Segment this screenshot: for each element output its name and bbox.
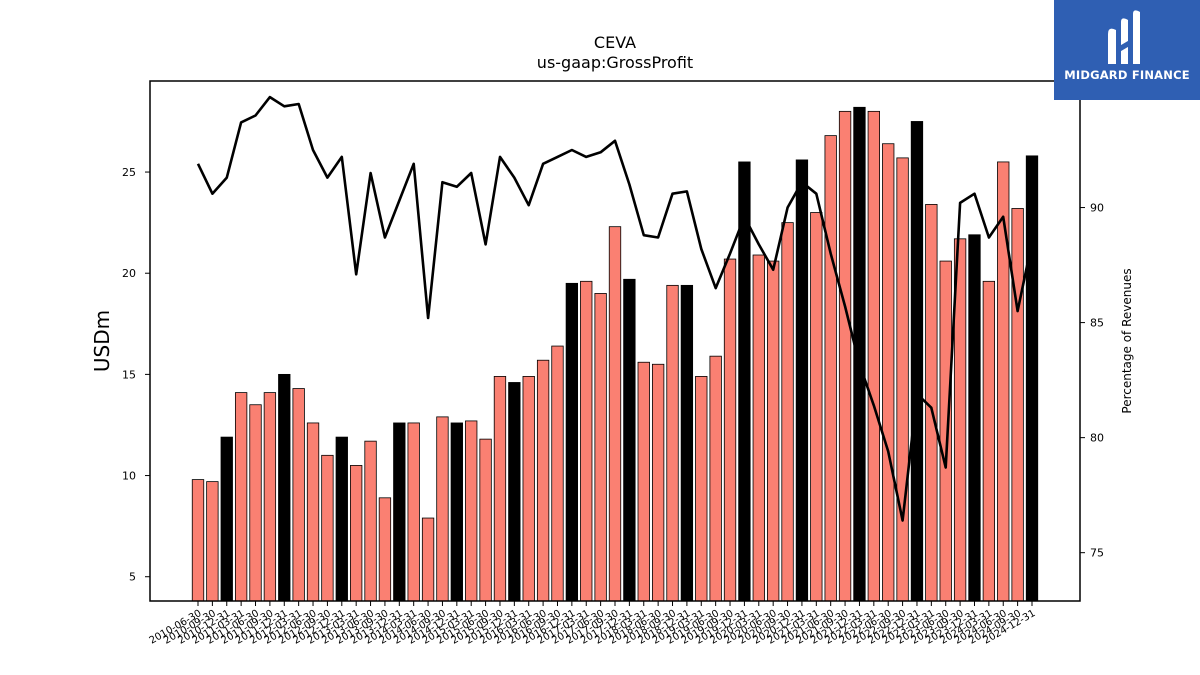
bar	[436, 416, 449, 602]
bar	[321, 454, 334, 602]
bar	[522, 376, 535, 602]
bar	[867, 110, 880, 602]
bar	[982, 280, 996, 602]
y2-tick-label: 80	[1090, 432, 1104, 445]
bar	[882, 143, 895, 602]
bar	[651, 363, 665, 602]
bar	[666, 284, 679, 602]
bar	[767, 260, 780, 602]
bar	[594, 293, 607, 602]
bar	[723, 258, 737, 602]
bar	[695, 376, 708, 602]
bars	[191, 106, 1039, 602]
bar	[350, 465, 363, 602]
bar	[824, 135, 837, 602]
bar	[292, 388, 305, 602]
bar	[1011, 208, 1024, 602]
bar	[1025, 155, 1039, 602]
y2-tick-label: 90	[1090, 202, 1104, 215]
bar	[680, 284, 694, 602]
percentage-line	[196, 95, 1034, 522]
y-tick-label: 10	[122, 470, 136, 483]
bar	[378, 497, 392, 602]
bar	[493, 376, 507, 602]
bar	[608, 226, 622, 602]
y-tick-label: 20	[122, 267, 136, 280]
bar	[637, 361, 650, 602]
bar	[810, 212, 823, 602]
logo-mark-icon	[1108, 10, 1140, 65]
y-tick-label: 25	[122, 166, 136, 179]
bar	[968, 234, 981, 602]
bar	[508, 382, 521, 602]
line-series	[196, 95, 1034, 522]
bar	[306, 422, 320, 602]
bar	[393, 422, 406, 602]
y-tick-label: 5	[129, 571, 136, 584]
bar	[997, 161, 1010, 602]
bar	[565, 282, 579, 602]
y2-axis-label: Percentage of Revenues	[1120, 268, 1134, 413]
bar	[896, 157, 909, 602]
bar	[206, 481, 219, 602]
bar	[234, 392, 248, 602]
bar	[623, 278, 636, 602]
bar	[220, 436, 233, 602]
bar	[364, 440, 377, 602]
bar	[263, 392, 277, 602]
bar	[421, 517, 435, 602]
y-tick-label: 15	[122, 368, 136, 381]
y-axis-right: 75 80 85 90	[1080, 202, 1104, 560]
brand-logo: MIDGARD FINANCE	[1054, 0, 1200, 100]
bar	[795, 159, 809, 602]
bar	[752, 254, 765, 602]
bar	[580, 280, 593, 602]
y-axis-label: USDm	[90, 310, 114, 372]
bar	[853, 106, 866, 602]
y2-tick-label: 75	[1090, 547, 1104, 560]
bar	[278, 373, 291, 602]
x-axis: 2010-06-302010-09-302010-12-312011-03-31…	[148, 601, 1038, 647]
bar	[479, 438, 492, 602]
chart-subtitle: us-gaap:GrossProfit	[537, 53, 693, 72]
bar	[407, 422, 420, 602]
bar	[335, 436, 348, 602]
bar	[709, 355, 722, 602]
bar	[191, 479, 205, 602]
bar	[249, 404, 262, 602]
chart-title: CEVA	[594, 33, 636, 52]
bar	[551, 345, 564, 602]
bar	[939, 260, 952, 602]
bar	[536, 359, 550, 602]
bar	[450, 422, 463, 602]
bar	[781, 222, 794, 602]
y-axis-left: 5 10 15 20 25	[122, 166, 150, 584]
bar	[465, 420, 478, 602]
logo-text: MIDGARD FINANCE	[1064, 68, 1190, 82]
bar	[838, 110, 852, 602]
bar	[910, 121, 924, 602]
y2-tick-label: 85	[1090, 317, 1104, 330]
